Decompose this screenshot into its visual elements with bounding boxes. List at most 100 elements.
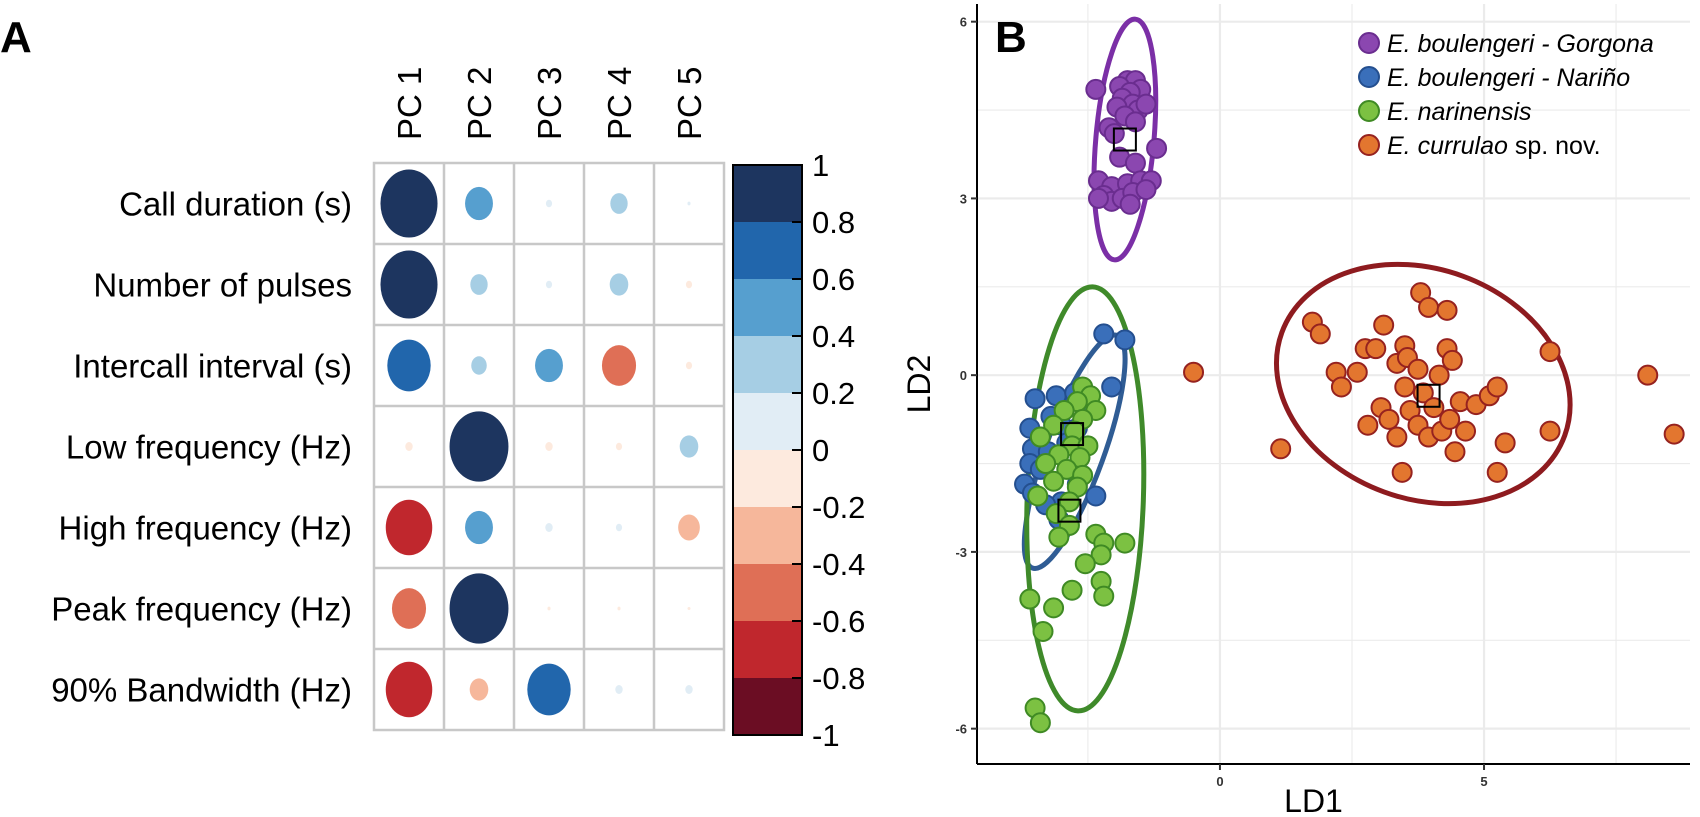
- legend-label: E. narinensis: [1387, 98, 1532, 126]
- data-point: [1029, 712, 1051, 734]
- legend-marker: [1358, 134, 1380, 156]
- heatmap-row-label: High frequency (Hz): [59, 510, 352, 547]
- heatmap-cell: [687, 607, 691, 610]
- colorbar-segment: [733, 621, 802, 679]
- heatmap-cell: [471, 356, 487, 375]
- heatmap-cell: [391, 588, 427, 629]
- centroid-marker: [1060, 422, 1085, 447]
- heatmap-cell: [687, 201, 691, 206]
- data-point: [1365, 338, 1387, 360]
- data-point: [1357, 414, 1379, 436]
- data-point: [1637, 364, 1659, 386]
- data-point: [1486, 461, 1508, 483]
- colorbar-tick-label: -0.4: [812, 547, 865, 582]
- data-point: [1085, 78, 1107, 100]
- colorbar-segment: [733, 507, 802, 565]
- data-point: [1309, 323, 1331, 345]
- data-point: [1053, 400, 1075, 422]
- data-point: [1124, 152, 1146, 174]
- heatmap-cell: [685, 361, 693, 370]
- data-point: [1029, 426, 1051, 448]
- colorbar-tick-label: 0.2: [812, 376, 855, 411]
- colorbar-tick-label: -0.6: [812, 604, 865, 639]
- legend-label: E. currulao sp. nov.: [1387, 132, 1601, 160]
- heatmap-cell: [465, 510, 493, 545]
- data-point: [1019, 588, 1041, 610]
- y-tick-label: 6: [960, 15, 967, 30]
- data-point: [1146, 137, 1168, 159]
- colorbar-segment: [733, 279, 802, 337]
- heatmap-row-label: Peak frequency (Hz): [51, 591, 352, 628]
- heatmap-cell: [685, 685, 693, 694]
- heatmap-row-label: 90% Bandwidth (Hz): [51, 672, 352, 709]
- data-point: [1027, 485, 1049, 507]
- heatmap-cell: [385, 499, 433, 556]
- data-point: [1539, 420, 1561, 442]
- data-point: [1407, 358, 1429, 380]
- data-point: [1093, 323, 1115, 345]
- heatmap-row-label: Low frequency (Hz): [66, 429, 352, 466]
- data-point: [1045, 503, 1067, 525]
- colorbar-segment: [733, 222, 802, 280]
- data-point: [1043, 597, 1065, 619]
- heatmap-row-labels: Call duration (s) Number of pulses Interca…: [51, 186, 352, 709]
- heatmap-row-label: Number of pulses: [93, 267, 352, 304]
- colorbar-segment: [733, 393, 802, 451]
- colorbar-tick-label: -0.8: [812, 661, 865, 696]
- heatmap-column-label: PC 5: [671, 67, 708, 140]
- colorbar-tick-label: -1: [812, 718, 840, 753]
- data-point: [1386, 426, 1408, 448]
- heatmap-cell: [449, 411, 509, 482]
- colorbar-segment: [733, 678, 802, 736]
- heatmap-cell: [615, 685, 623, 694]
- y-tick-label: 0: [960, 368, 967, 383]
- data-point: [1486, 376, 1508, 398]
- colorbar-tick-label: 0.4: [812, 319, 855, 354]
- heatmap-cell: [547, 606, 551, 611]
- heatmap-cell: [615, 523, 623, 532]
- legend-marker: [1358, 66, 1380, 88]
- colorbar-segment: [733, 336, 802, 394]
- heatmap-cell: [617, 606, 621, 611]
- data-point: [1048, 526, 1070, 548]
- data-point: [1043, 470, 1065, 492]
- heatmap-column-label: PC 2: [461, 67, 498, 140]
- heatmap-cell: [545, 280, 553, 289]
- colorbar-tick-label: -0.2: [812, 490, 865, 525]
- legend-label: E. boulengeri - Nariño: [1387, 64, 1630, 92]
- legend: E. boulengeri - Gorgona E. boulengeri - N…: [1358, 30, 1654, 160]
- centroid-marker: [1416, 383, 1441, 408]
- data-point: [1032, 620, 1054, 642]
- heatmap-cell: [609, 273, 629, 296]
- heatmap-cell: [449, 573, 509, 644]
- data-point: [1085, 485, 1107, 507]
- y-tick-label: 3: [960, 191, 967, 206]
- data-point: [1378, 408, 1400, 430]
- data-point: [1394, 376, 1416, 398]
- colorbar-segment: [733, 165, 802, 223]
- data-point: [1114, 532, 1136, 554]
- data-point: [1436, 299, 1458, 321]
- centroid-marker: [1057, 498, 1082, 523]
- heatmap-cell: [385, 661, 433, 718]
- data-point: [1024, 388, 1046, 410]
- heatmap-cell: [601, 345, 637, 386]
- heatmap-row-label: Call duration (s): [119, 186, 352, 223]
- heatmap-cells: [380, 169, 700, 718]
- colorbar-tick-label: 0.6: [812, 262, 855, 297]
- heatmap-row-label: Intercall interval (s): [73, 348, 352, 385]
- data-point: [1135, 179, 1157, 201]
- correlation-heatmap: A Call duration (s) Number of pulses Inter…: [0, 13, 865, 753]
- data-point: [1439, 408, 1461, 430]
- heatmap-cell: [678, 514, 700, 541]
- panel-letter-b: B: [995, 13, 1027, 62]
- legend-label: E. boulengeri - Gorgona: [1387, 30, 1654, 58]
- heatmap-cell: [469, 678, 489, 701]
- colorbar-segment: [733, 450, 802, 508]
- colorbar-tick-label: 1: [812, 148, 829, 183]
- data-point: [1663, 423, 1685, 445]
- heatmap-column-label: PC 1: [391, 67, 428, 140]
- data-point: [1494, 432, 1516, 454]
- heatmap-cell: [470, 274, 488, 295]
